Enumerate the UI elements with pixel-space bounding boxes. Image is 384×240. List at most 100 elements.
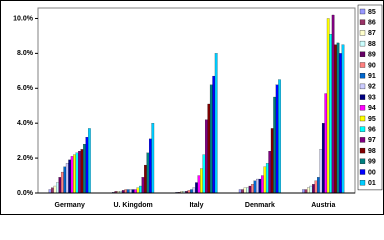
legend-label: 00 <box>368 169 376 176</box>
bar <box>144 164 147 194</box>
bar <box>53 185 57 194</box>
bar <box>331 14 335 194</box>
bar <box>209 84 213 194</box>
page: {"chart_data": {"type": "bar", "categori… <box>0 0 384 215</box>
bar <box>85 137 89 194</box>
bar <box>251 184 254 194</box>
bar <box>136 187 140 194</box>
legend-swatch <box>359 115 366 122</box>
bar <box>258 178 262 194</box>
bar <box>329 34 333 194</box>
bar <box>129 189 132 194</box>
bar <box>214 53 218 194</box>
bar <box>314 180 318 194</box>
bar <box>151 123 155 194</box>
chart: 0.0% 2.0% 4.0% 6.0% 8.0% 10.0% Germany U. Kingd… <box>0 0 384 215</box>
x-tick-label: Austria <box>311 202 335 209</box>
bar <box>319 149 323 194</box>
bar <box>341 44 345 194</box>
bar <box>73 154 76 194</box>
bar <box>134 189 137 194</box>
bar <box>261 175 264 194</box>
y-tick-label: 10.0% <box>13 15 34 22</box>
bar <box>278 79 281 194</box>
legend-label: 89 <box>368 52 376 59</box>
legend-swatch <box>359 180 366 186</box>
bar <box>124 189 128 194</box>
y-tick-label: 2.0% <box>17 155 34 162</box>
bar <box>339 53 342 194</box>
legend-label: 86 <box>368 20 376 27</box>
bar <box>321 123 325 194</box>
bar <box>141 177 145 194</box>
legend-label: 95 <box>368 116 376 123</box>
bar <box>241 189 245 194</box>
bar <box>83 144 86 194</box>
bar <box>273 96 276 194</box>
legend-label: 87 <box>368 30 376 37</box>
x-tick-label: Denmark <box>245 202 275 209</box>
bar <box>268 151 272 194</box>
bar <box>56 182 59 194</box>
bar <box>309 185 313 194</box>
legend-swatch <box>359 126 366 132</box>
bar <box>63 166 67 194</box>
legend-label: 98 <box>368 148 376 155</box>
bar <box>302 189 305 194</box>
legend-swatch <box>359 40 366 47</box>
legend-swatch <box>359 105 366 111</box>
y-tick-label: 4.0% <box>17 120 34 127</box>
legend-label: 94 <box>368 105 376 112</box>
bar <box>126 189 130 194</box>
legend-swatch <box>359 83 366 90</box>
bar <box>51 187 54 194</box>
legend-label: 91 <box>368 73 376 80</box>
bar <box>304 189 308 194</box>
bar <box>65 163 69 194</box>
bar <box>238 189 242 194</box>
bar <box>197 175 201 194</box>
legend-swatch <box>359 51 366 57</box>
bar <box>200 168 203 194</box>
legend-swatch <box>359 169 366 175</box>
legend-label: 85 <box>368 9 376 16</box>
plot-area <box>37 7 356 194</box>
bar <box>205 119 208 194</box>
bar <box>324 93 328 194</box>
legend-swatch <box>359 137 366 143</box>
bar <box>148 138 152 194</box>
y-tick-label: 8.0% <box>17 50 34 57</box>
legend-label: 93 <box>368 94 376 101</box>
bar <box>88 128 91 194</box>
bar <box>80 149 84 194</box>
bar <box>307 187 310 194</box>
x-tick-label: Italy <box>189 202 203 209</box>
legend-label: 99 <box>368 159 376 166</box>
bar <box>253 180 257 194</box>
bar <box>265 163 269 194</box>
bar <box>334 44 337 194</box>
bar <box>190 189 193 194</box>
legend-label: 88 <box>368 41 376 48</box>
bar <box>139 185 142 194</box>
x-tick-label: Germany <box>55 202 85 209</box>
bar <box>326 18 330 194</box>
legend-swatch <box>359 8 366 15</box>
bar <box>256 178 259 194</box>
bar <box>336 42 340 194</box>
bar <box>60 171 64 194</box>
bar <box>202 154 206 194</box>
legend-label: 96 <box>368 127 376 134</box>
bar <box>263 166 267 194</box>
bar <box>207 103 211 194</box>
bar <box>312 184 315 194</box>
bar <box>248 185 252 194</box>
legend-swatch <box>359 158 366 164</box>
legend-swatch <box>359 62 366 68</box>
legend-swatch <box>359 19 366 25</box>
bar <box>246 187 249 194</box>
bar <box>270 128 274 194</box>
legend-swatch <box>359 147 366 154</box>
bar <box>192 187 196 194</box>
bar <box>131 189 135 194</box>
